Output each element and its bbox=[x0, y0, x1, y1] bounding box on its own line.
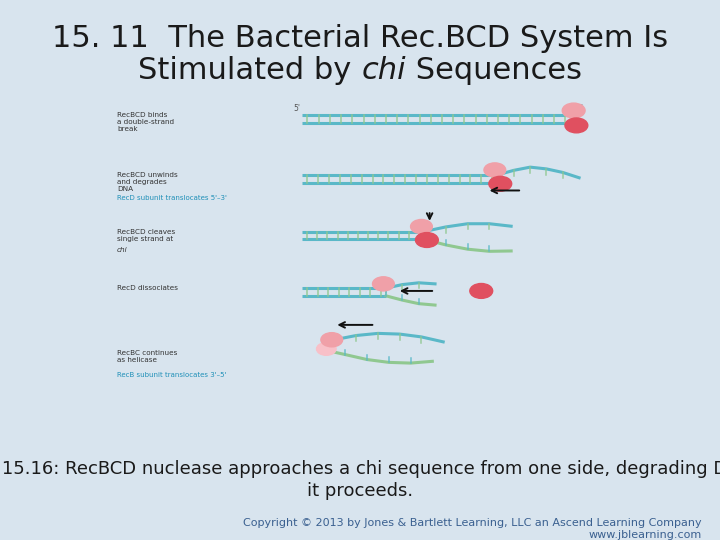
Circle shape bbox=[410, 219, 432, 234]
Circle shape bbox=[562, 103, 585, 118]
Text: RecBC continues
as helicase: RecBC continues as helicase bbox=[117, 350, 177, 363]
Text: RecD subunit translocates 5'–3': RecD subunit translocates 5'–3' bbox=[117, 195, 227, 201]
Circle shape bbox=[489, 177, 512, 191]
Text: Stimulated by: Stimulated by bbox=[138, 56, 361, 85]
Text: Sequences: Sequences bbox=[406, 56, 582, 85]
Text: RecBCD binds
a double-strand
break: RecBCD binds a double-strand break bbox=[117, 112, 174, 132]
Circle shape bbox=[372, 277, 395, 291]
Text: 15. 11  The Bacterial Rec.BCD System Is: 15. 11 The Bacterial Rec.BCD System Is bbox=[52, 24, 668, 53]
Text: RecB subunit translocates 3'–5': RecB subunit translocates 3'–5' bbox=[117, 372, 226, 379]
Text: Figure 15.16: RecBCD nuclease approaches a chi sequence from one side, degrading: Figure 15.16: RecBCD nuclease approaches… bbox=[0, 460, 720, 478]
Text: 5': 5' bbox=[294, 104, 301, 112]
Text: Copyright © 2013 by Jones & Bartlett Learning, LLC an Ascend Learning Company
ww: Copyright © 2013 by Jones & Bartlett Lea… bbox=[243, 518, 702, 540]
Text: 3': 3' bbox=[577, 104, 583, 112]
Circle shape bbox=[321, 333, 343, 347]
Text: RecBCD unwinds
and degrades
DNA: RecBCD unwinds and degrades DNA bbox=[117, 172, 178, 192]
Text: RecD dissociates: RecD dissociates bbox=[117, 285, 178, 291]
Circle shape bbox=[415, 233, 438, 247]
Text: RecBCD cleaves
single strand at: RecBCD cleaves single strand at bbox=[117, 228, 175, 242]
Circle shape bbox=[317, 342, 336, 355]
Text: chi: chi bbox=[361, 56, 406, 85]
Text: it proceeds.: it proceeds. bbox=[307, 482, 413, 500]
Circle shape bbox=[470, 284, 492, 299]
Circle shape bbox=[565, 118, 588, 133]
Circle shape bbox=[484, 163, 505, 177]
Text: chi: chi bbox=[117, 247, 127, 253]
